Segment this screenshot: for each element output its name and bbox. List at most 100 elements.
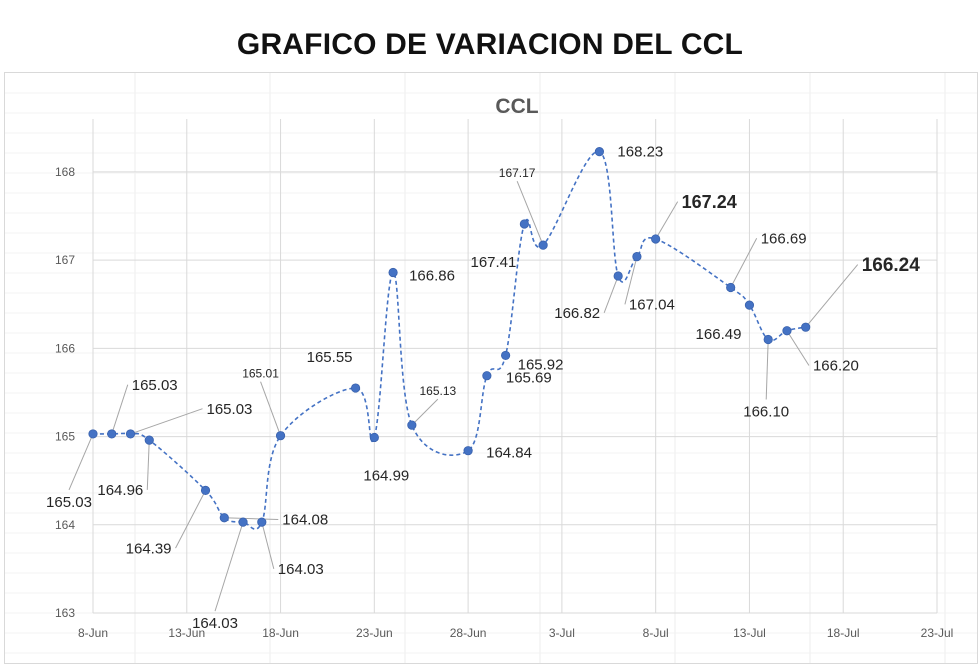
- data-point: [519, 219, 529, 229]
- data-point: [632, 252, 642, 262]
- data-point: [726, 282, 736, 293]
- data-label: 167.41: [470, 254, 516, 271]
- label-leader-line: [260, 381, 282, 436]
- data-label: 168.23: [617, 144, 663, 161]
- data-markers: [88, 147, 811, 527]
- data-point: [257, 517, 267, 527]
- x-axis-ticks: 8-Jun 13-Jun 18-Jun 23-Jun 28-Jun 3-Jul 8-Jul 1…: [78, 626, 953, 640]
- data-label: 166.82: [554, 305, 600, 322]
- label-leader-line: [68, 433, 94, 491]
- data-label: 165.03: [46, 494, 92, 511]
- data-point: [501, 350, 511, 361]
- data-point: [107, 429, 117, 439]
- x-tick-label: 23-Jul: [921, 626, 954, 640]
- label-leader-line: [411, 398, 439, 426]
- x-tick-label: 13-Jun: [168, 626, 205, 640]
- data-point: [219, 513, 229, 523]
- data-label: 166.86: [409, 267, 455, 284]
- y-tick-label: 165: [55, 430, 75, 444]
- data-point: [200, 485, 211, 495]
- data-label: 165.55: [307, 349, 353, 366]
- data-point: [275, 431, 286, 441]
- data-point: [350, 383, 361, 393]
- data-point: [782, 326, 792, 336]
- label-leader-line: [765, 339, 769, 400]
- label-leader-line: [624, 256, 638, 305]
- data-point: [238, 517, 248, 527]
- label-leader-line: [175, 490, 206, 549]
- ccl-line-chart: CCL 163 164 165 166 167 168 8-Jun 13-Jun 18-Jun…: [46, 95, 953, 640]
- data-point: [144, 435, 154, 445]
- x-tick-label: 8-Jun: [78, 626, 108, 640]
- data-label: 165.92: [518, 356, 564, 373]
- data-point: [763, 334, 773, 345]
- label-leader-line: [261, 522, 275, 570]
- data-label: 166.10: [743, 404, 789, 421]
- data-label: 165.13: [419, 384, 456, 398]
- data-label: 164.84: [486, 445, 532, 462]
- data-labels: 165.03 165.03 165.03 164.96 164.39 164.08 164.…: [46, 144, 920, 633]
- data-point: [369, 432, 379, 443]
- data-point: [801, 322, 811, 332]
- label-leader-line: [214, 521, 244, 612]
- label-leader-line: [516, 180, 544, 246]
- data-point: [538, 240, 548, 250]
- series-line: [92, 150, 806, 530]
- x-tick-label: 18-Jun: [262, 626, 299, 640]
- label-leader-line: [224, 517, 279, 520]
- y-tick-label: 163: [55, 606, 75, 620]
- data-label: 167.04: [629, 297, 675, 314]
- data-label: 165.69: [506, 370, 552, 387]
- label-leader-line: [786, 330, 810, 366]
- data-label: 164.03: [278, 561, 324, 578]
- y-tick-label: 166: [55, 341, 75, 355]
- data-label: 166.24: [862, 255, 921, 276]
- label-leader-line: [146, 440, 150, 490]
- label-leader-line: [805, 264, 859, 328]
- x-tick-label: 3-Jul: [549, 626, 575, 640]
- label-leader-line: [111, 384, 129, 435]
- data-point: [88, 429, 98, 439]
- data-point: [613, 271, 623, 281]
- label-leader-line: [603, 275, 619, 313]
- data-point: [463, 446, 473, 456]
- y-axis-ticks: 163 164 165 166 167 168: [55, 165, 75, 620]
- y-tick-label: 167: [55, 253, 75, 267]
- label-leader-line: [655, 201, 679, 240]
- gridlines: [92, 119, 938, 614]
- y-tick-label: 164: [55, 518, 75, 532]
- data-point: [388, 267, 398, 278]
- data-label: 165.03: [207, 401, 253, 418]
- data-point: [744, 300, 755, 310]
- data-label: 167.17: [499, 166, 536, 180]
- y-tick-label: 168: [55, 165, 75, 179]
- page-title: GRAFICO DE VARIACION DEL CCL: [236, 28, 744, 61]
- data-point: [407, 420, 417, 430]
- data-label: 164.39: [126, 540, 172, 557]
- label-leader-line: [730, 238, 758, 288]
- data-point: [125, 429, 136, 439]
- background-grid: [5, 73, 977, 663]
- data-label: 164.99: [363, 467, 409, 484]
- label-leader-lines: [68, 180, 859, 612]
- data-label: 165.01: [242, 367, 279, 381]
- x-tick-label: 13-Jul: [733, 626, 766, 640]
- data-label: 165.03: [132, 377, 178, 394]
- data-label: 166.69: [761, 230, 807, 247]
- x-tick-label: 18-Jul: [827, 626, 860, 640]
- label-leader-line: [130, 408, 203, 435]
- data-label: 164.96: [97, 482, 143, 499]
- data-label: 166.49: [696, 326, 742, 343]
- data-label: 164.08: [282, 512, 328, 529]
- data-point: [594, 147, 605, 157]
- x-tick-label: 28-Jun: [450, 626, 487, 640]
- data-label: 166.20: [813, 358, 859, 375]
- chart-frame: CCL 163 164 165 166 167 168 8-Jun 13-Jun 18-Jun…: [4, 72, 978, 664]
- chart-title: CCL: [495, 95, 538, 118]
- x-tick-label: 8-Jul: [643, 626, 669, 640]
- x-tick-label: 23-Jun: [356, 626, 393, 640]
- data-point: [482, 371, 492, 381]
- data-label: 164.03: [192, 615, 238, 632]
- data-label: 167.24: [682, 192, 737, 212]
- data-point: [651, 234, 661, 244]
